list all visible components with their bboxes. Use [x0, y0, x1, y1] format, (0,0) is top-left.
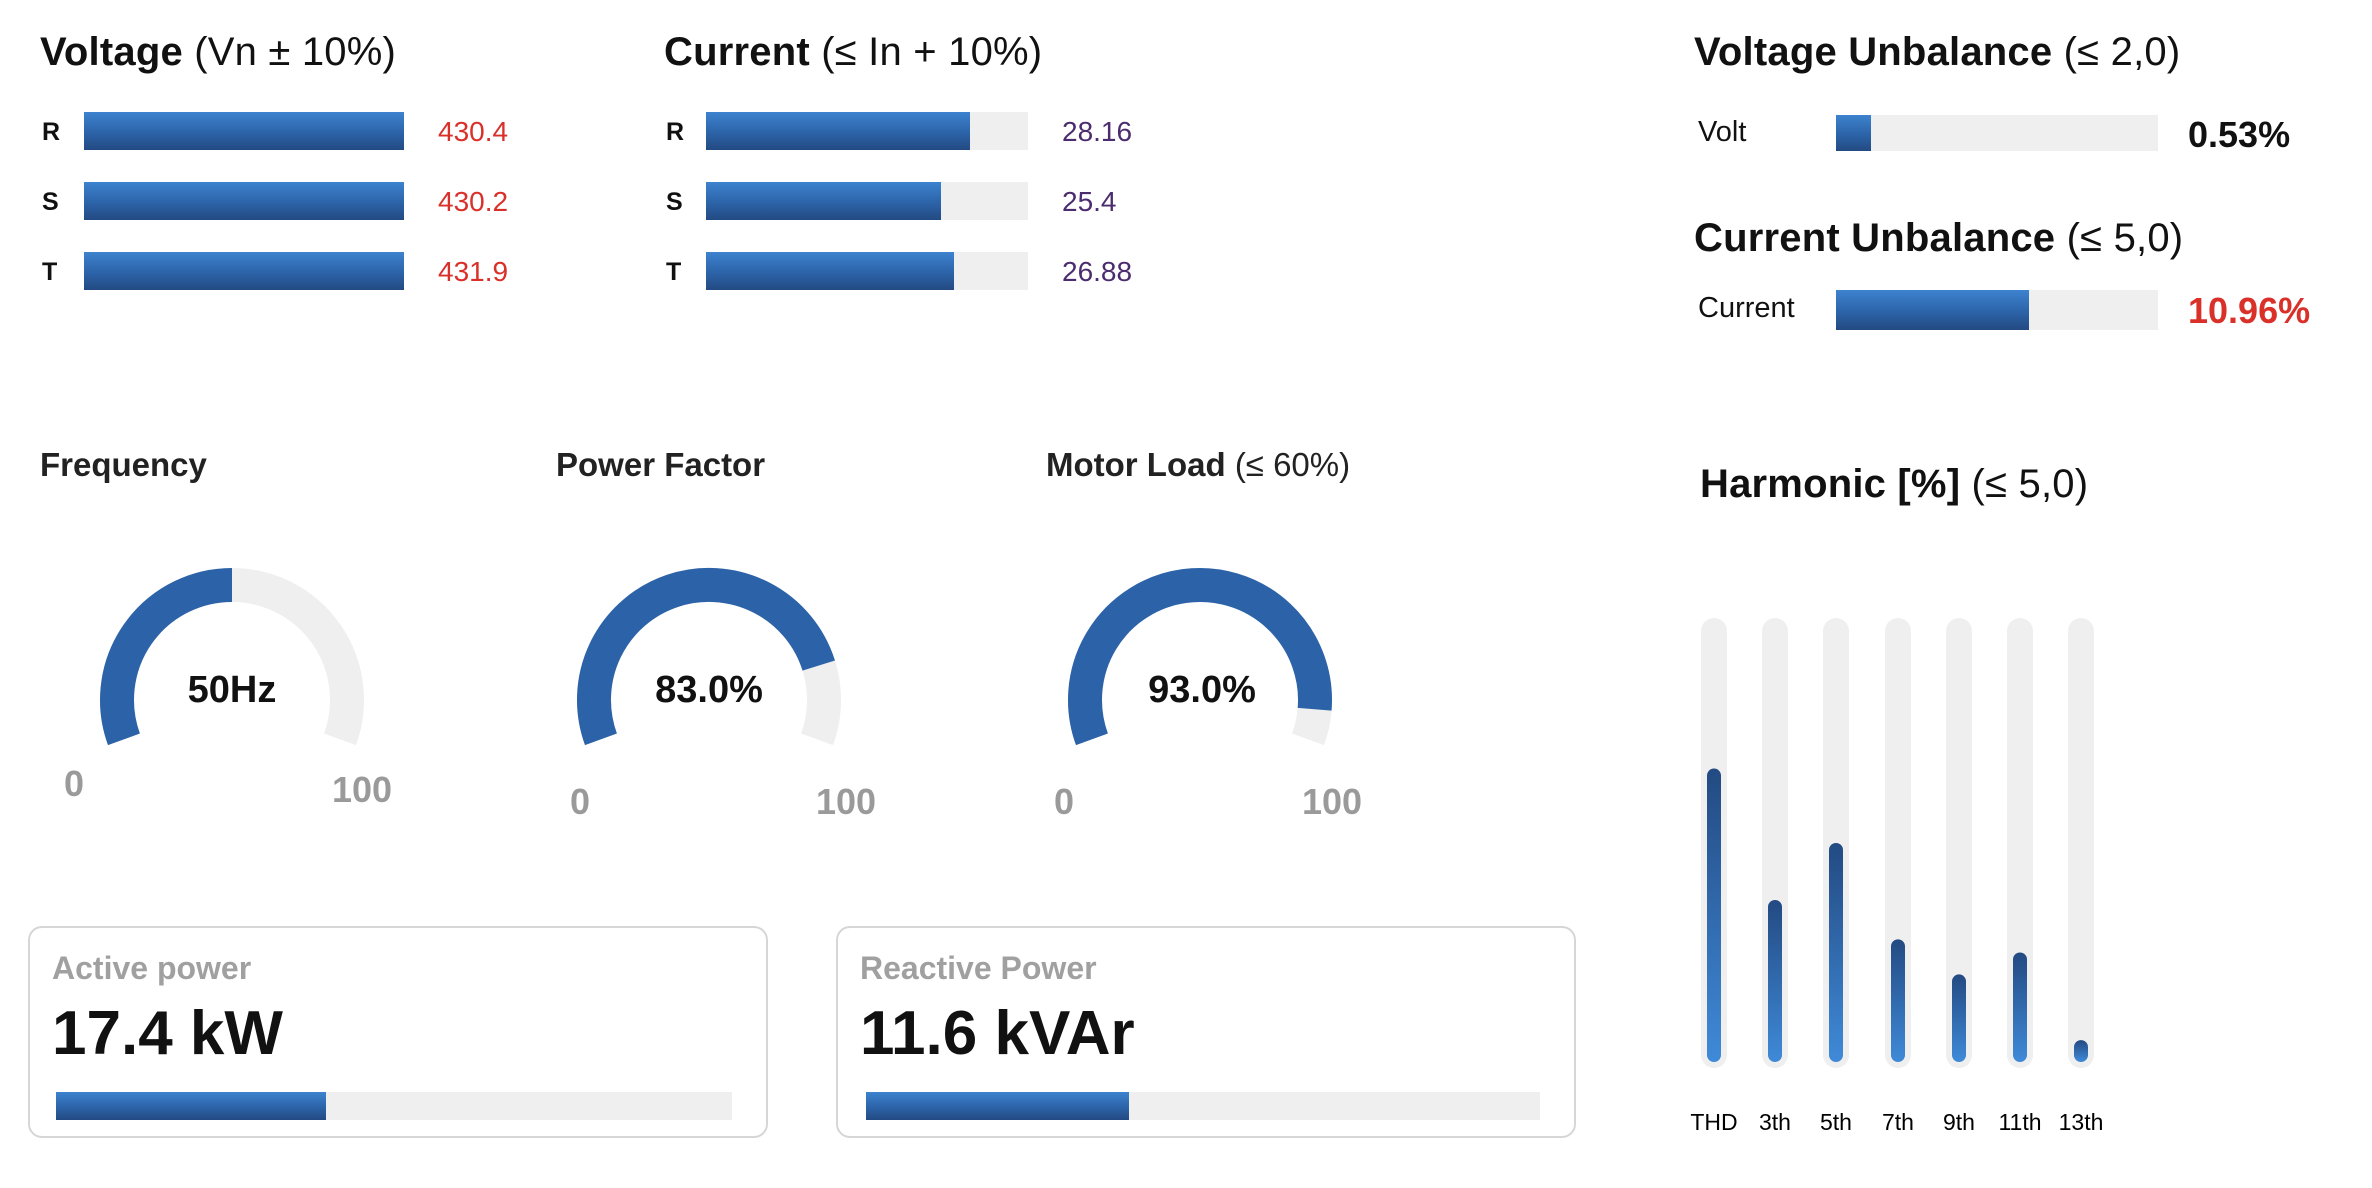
- current-unbalance-fill: [1836, 290, 2030, 330]
- current-phase-t-bar: [706, 252, 1028, 290]
- motor-load-gauge: 93.0% 0 100: [1054, 567, 1362, 822]
- voltage-phase-r-value: 430.4: [438, 116, 509, 147]
- harmonic-bar: [2013, 952, 2027, 1062]
- frequency-gauge-min: 0: [64, 763, 84, 804]
- reactive-power-title: Reactive Power: [860, 950, 1097, 986]
- voltage-phase-s-bar: [84, 182, 404, 220]
- voltage-phase-r-fill: [84, 112, 404, 150]
- power-factor-gauge: 83.0% 0 100: [570, 567, 876, 822]
- harmonic-chart: THD 3th 5th 7th 9th 11th 13th: [1690, 618, 2104, 1135]
- current-phase-t-label: T: [666, 258, 682, 286]
- harmonic-bar-track: [1946, 618, 1972, 1068]
- current-phase-t-value: 26.88: [1062, 256, 1133, 287]
- harmonic-bar: [1829, 843, 1843, 1062]
- harmonic-bar: [1891, 939, 1905, 1062]
- power-factor-title: Power Factor: [556, 446, 765, 484]
- harmonic-bar-track: [2068, 618, 2094, 1068]
- voltage-phase-r-label: R: [42, 118, 61, 146]
- current-unbalance-value: 10.96%: [2188, 290, 2311, 331]
- voltage-title: Voltage (Vn ± 10%): [40, 30, 396, 75]
- harmonic-bar-label: THD: [1690, 1109, 1737, 1135]
- voltage-phase-s-value: 430.2: [438, 186, 509, 217]
- frequency-gauge-max: 100: [332, 769, 392, 810]
- voltage-limit: (Vn ± 10%): [194, 30, 397, 74]
- harmonic-bar: [2074, 1040, 2088, 1062]
- current-phase-r-bar: [706, 112, 1028, 150]
- voltage-phase-t-fill: [84, 252, 404, 290]
- voltage-phase-s-fill: [84, 182, 404, 220]
- harmonic-bar-label: 3th: [1759, 1109, 1791, 1135]
- voltage-unbalance-title: Voltage Unbalance (≤ 2,0): [1694, 30, 2180, 75]
- motor-load-gauge-fill: [1068, 568, 1332, 746]
- current-phase-r-label: R: [666, 118, 685, 146]
- active-power-fill: [56, 1092, 327, 1120]
- voltage-unbalance-bar: [1836, 115, 2158, 151]
- voltage-phase-r-bar: [84, 112, 404, 150]
- voltage-phase-t-bar: [84, 252, 404, 290]
- harmonic-title-text: Harmonic [%]: [1700, 462, 1961, 506]
- harmonic-bar: [1768, 899, 1782, 1062]
- current-unbalance-label: Current: [1698, 292, 1795, 324]
- reactive-power-bar: [866, 1092, 1540, 1120]
- current-unbalance-title-text: Current Unbalance: [1694, 216, 2056, 260]
- current-phase-r-fill: [706, 112, 971, 150]
- harmonic-bar: [1707, 768, 1721, 1062]
- power-factor-title-text: Power Factor: [556, 446, 766, 483]
- active-power-bar: [56, 1092, 732, 1120]
- harmonic-bar-label: 9th: [1943, 1109, 1975, 1135]
- frequency-gauge-fill: [100, 568, 233, 746]
- motor-load-gauge-max: 100: [1302, 781, 1362, 822]
- gauge-row: 50Hz 0 100 83.0% 0 100 93.0% 0 100: [64, 567, 1362, 822]
- current-phase-s-fill: [706, 182, 942, 220]
- harmonic-bar-track: [2007, 618, 2033, 1068]
- harmonic-bar: [1952, 974, 1966, 1062]
- power-factor-gauge-value: 83.0%: [655, 669, 763, 711]
- harmonic-bar-label: 7th: [1882, 1109, 1914, 1135]
- voltage-title-text: Voltage: [40, 30, 183, 74]
- power-factor-gauge-fill: [577, 567, 835, 746]
- harmonic-bar-label: 5th: [1820, 1109, 1852, 1135]
- frequency-gauge: 50Hz 0 100: [64, 567, 392, 810]
- current-unbalance-bar: [1836, 290, 2158, 330]
- voltage-unbalance-value: 0.53%: [2188, 114, 2291, 155]
- current-phase-r-value: 28.16: [1062, 116, 1133, 147]
- current-unbalance-limit: (≤ 5,0): [2066, 216, 2184, 260]
- power-factor-gauge-max: 100: [816, 781, 876, 822]
- motor-load-limit: (≤ 60%): [1234, 446, 1351, 483]
- reactive-power-fill: [866, 1092, 1129, 1120]
- frequency-title: Frequency: [40, 446, 207, 484]
- current-title-text: Current: [664, 30, 810, 74]
- voltage-phase-t-label: T: [42, 258, 58, 286]
- harmonic-limit: (≤ 5,0): [1971, 462, 2089, 506]
- frequency-gauge-value: 50Hz: [188, 669, 277, 711]
- harmonic-bar-label: 11th: [1998, 1109, 2041, 1135]
- current-phase-t-fill: [706, 252, 954, 290]
- current-title: Current (≤ In + 10%): [664, 30, 1042, 75]
- motor-load-title-text: Motor Load: [1046, 446, 1226, 483]
- harmonic-title: Harmonic [%] (≤ 5,0): [1700, 462, 2088, 507]
- power-factor-gauge-min: 0: [570, 781, 590, 822]
- reactive-power-value: 11.6 kVAr: [860, 999, 1135, 1068]
- active-power-title: Active power: [52, 950, 252, 986]
- motor-load-gauge-value: 93.0%: [1148, 669, 1256, 711]
- harmonic-bar-label: 13th: [2059, 1109, 2104, 1135]
- current-limit: (≤ In + 10%): [821, 30, 1043, 74]
- current-unbalance-title: Current Unbalance (≤ 5,0): [1694, 216, 2183, 261]
- voltage-unbalance-title-text: Voltage Unbalance: [1694, 30, 2053, 74]
- active-power-card: Active power 17.4 kW: [28, 926, 768, 1138]
- motor-load-gauge-min: 0: [1054, 781, 1074, 822]
- current-phase-s-value: 25.4: [1062, 186, 1117, 217]
- motor-load-title: Motor Load (≤ 60%): [1046, 446, 1350, 484]
- voltage-phase-s-label: S: [42, 188, 59, 216]
- voltage-unbalance-label: Volt: [1698, 116, 1747, 148]
- frequency-title-text: Frequency: [40, 446, 207, 483]
- reactive-power-card: Reactive Power 11.6 kVAr: [836, 926, 1576, 1138]
- current-phase-s-bar: [706, 182, 1028, 220]
- voltage-phase-t-value: 431.9: [438, 256, 509, 287]
- voltage-unbalance-limit: (≤ 2,0): [2063, 30, 2181, 74]
- voltage-unbalance-fill: [1836, 115, 1872, 151]
- current-phase-s-label: S: [666, 188, 683, 216]
- active-power-value: 17.4 kW: [52, 999, 283, 1068]
